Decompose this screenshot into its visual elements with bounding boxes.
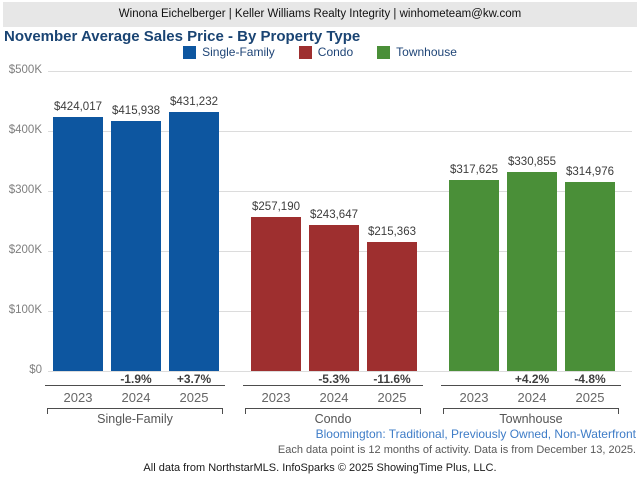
y-axis-tick-label: $100K [8, 304, 42, 316]
chart-title: November Average Sales Price - By Proper… [4, 28, 361, 45]
bar-condo-2024[interactable] [309, 225, 359, 371]
agent-header-text: Winona Eichelberger | Keller Williams Re… [118, 8, 522, 20]
group-axis-line [243, 385, 423, 386]
bar-value-label: $243,647 [310, 209, 358, 221]
gridline [48, 371, 632, 372]
bar-value-label: $317,625 [450, 164, 498, 176]
bar-group-single-family: $424,017 2023 $415,938 -1.9% 2024 $431,232 +3.… [45, 71, 225, 431]
legend-item-condo: Condo [298, 45, 354, 59]
bar-townhouse-2025[interactable] [565, 182, 615, 371]
bar-value-label: $257,190 [252, 201, 300, 213]
gridline [48, 71, 632, 72]
gridline [48, 191, 632, 192]
bar-value-label: $415,938 [112, 105, 160, 117]
legend-item-single-family: Single-Family [183, 45, 275, 59]
bar-condo-2023[interactable] [251, 217, 301, 371]
bar-value-label: $215,363 [368, 226, 416, 238]
group-bracket [443, 408, 619, 414]
year-label: 2024 [121, 390, 151, 405]
bar-value-label: $330,855 [508, 156, 556, 168]
legend-swatch-condo [298, 45, 312, 59]
year-label: 2025 [575, 390, 605, 405]
y-axis-tick-label: $500K [8, 64, 42, 76]
bar-group-townhouse: $317,625 2023 $330,855 +4.2% 2024 $314,976 -4.… [441, 71, 621, 431]
bar-single-family-2024[interactable] [111, 121, 161, 371]
legend-swatch-townhouse [377, 45, 391, 59]
legend-label: Condo [317, 45, 354, 59]
year-label: 2024 [319, 390, 349, 405]
pct-change-label: -1.9% [120, 372, 152, 386]
bar-group-condo: $257,190 2023 $243,647 -5.3% 2024 $215,363 -11… [243, 71, 423, 431]
bar-single-family-2025[interactable] [169, 112, 219, 371]
bar-townhouse-2023[interactable] [449, 180, 499, 371]
y-axis-tick-label: $300K [8, 184, 42, 196]
gridline [48, 131, 632, 132]
legend-label: Single-Family [202, 45, 275, 59]
bar-value-label: $314,976 [566, 166, 614, 178]
group-label-condo: Condo [314, 412, 352, 426]
group-label-single-family: Single-Family [97, 412, 173, 426]
legend-label: Townhouse [396, 45, 457, 59]
group-axis-line [441, 385, 621, 386]
pct-change-label: -4.8% [574, 372, 606, 386]
y-axis-tick-label: $200K [8, 244, 42, 256]
year-label: 2023 [63, 390, 93, 405]
bar-condo-2025[interactable] [367, 242, 417, 371]
group-axis-line [45, 385, 225, 386]
y-axis-tick-label: $400K [8, 124, 42, 136]
bar-value-label: $424,017 [54, 101, 102, 113]
pct-change-label: -5.3% [318, 372, 350, 386]
year-label: 2025 [377, 390, 407, 405]
bar-townhouse-2024[interactable] [507, 172, 557, 371]
group-label-townhouse: Townhouse [499, 412, 563, 426]
year-label: 2023 [261, 390, 291, 405]
chart-legend: Single-Family Condo Townhouse [0, 45, 640, 59]
bar-value-label: $431,232 [170, 96, 218, 108]
attribution: All data from NorthstarMLS. InfoSparks ©… [143, 462, 497, 474]
data-note: Each data point is 12 months of activity… [277, 444, 636, 456]
year-label: 2025 [179, 390, 209, 405]
pct-change-label: +3.7% [176, 372, 212, 386]
legend-item-townhouse: Townhouse [377, 45, 457, 59]
pct-change-label: +4.2% [514, 372, 550, 386]
group-bracket [245, 408, 421, 414]
filter-description: Bloomington: Traditional, Previously Own… [315, 427, 636, 441]
year-label: 2023 [459, 390, 489, 405]
year-label: 2024 [517, 390, 547, 405]
group-bracket [47, 408, 223, 414]
pct-change-label: -11.6% [373, 372, 411, 386]
agent-header-bar: Winona Eichelberger | Keller Williams Re… [3, 2, 637, 27]
legend-swatch-single-family [183, 45, 197, 59]
y-axis-tick-label: $0 [29, 364, 42, 376]
bar-single-family-2023[interactable] [53, 117, 103, 371]
